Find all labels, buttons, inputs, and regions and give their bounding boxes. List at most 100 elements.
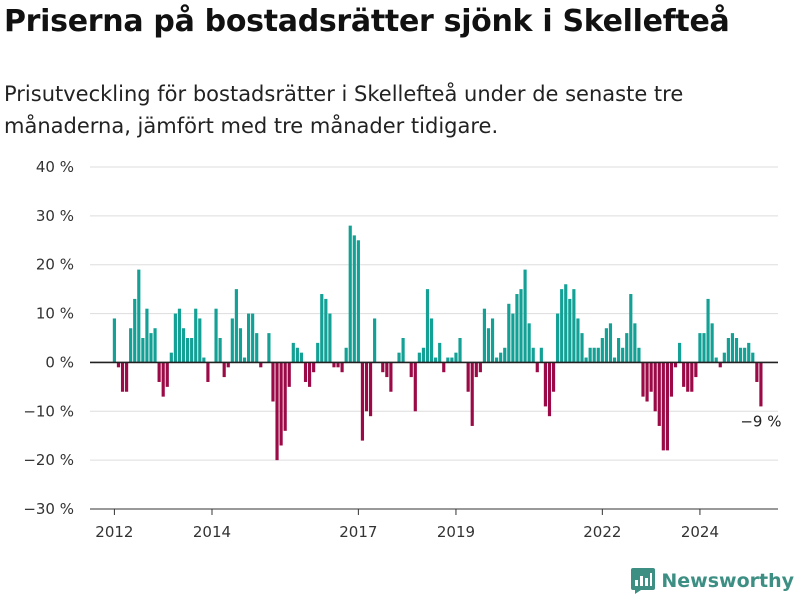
bar <box>356 240 360 363</box>
bar <box>726 338 730 363</box>
bar <box>328 313 332 363</box>
bar <box>519 289 523 363</box>
y-tick-label: 40 % <box>36 158 74 176</box>
bar <box>653 362 657 412</box>
bar <box>206 362 210 382</box>
bar <box>295 347 299 363</box>
bar <box>413 362 417 412</box>
x-tick-label: 2012 <box>95 523 133 541</box>
bar <box>397 352 401 363</box>
bar <box>141 338 145 363</box>
bar <box>608 323 613 363</box>
y-tick-label: 0 % <box>45 353 74 371</box>
bar <box>539 347 543 363</box>
x-tick-label: 2014 <box>193 523 231 541</box>
bar <box>547 362 552 417</box>
bar <box>442 362 446 373</box>
bar <box>368 362 373 417</box>
bar <box>177 308 182 363</box>
bar <box>661 362 665 451</box>
bar <box>596 347 600 363</box>
bar <box>165 362 169 387</box>
x-tick-label: 2019 <box>437 523 475 541</box>
chart-subtitle: Prisutveckling för bostadsrätter i Skell… <box>4 82 684 138</box>
x-axis: 2012 2014 2017 2019 2022 2024 <box>90 508 778 541</box>
bar <box>307 362 312 387</box>
bar <box>482 308 487 363</box>
bar <box>645 362 649 402</box>
bar <box>543 362 547 407</box>
bar <box>186 338 190 363</box>
bar <box>348 225 352 363</box>
bar <box>149 333 153 363</box>
bar <box>161 362 165 397</box>
bar <box>364 362 369 412</box>
bars <box>90 225 778 461</box>
bar <box>202 357 206 363</box>
bar <box>421 347 426 363</box>
bar <box>458 338 462 363</box>
bar <box>332 362 336 368</box>
y-tick-label: 20 % <box>36 256 74 274</box>
bar <box>438 342 442 363</box>
bar <box>568 298 572 363</box>
bar <box>137 269 141 363</box>
bar <box>303 362 308 382</box>
bar <box>360 362 365 441</box>
bar <box>657 362 661 426</box>
bar <box>434 357 438 363</box>
bar <box>690 362 694 392</box>
bar <box>129 328 133 363</box>
bar <box>230 318 234 363</box>
bar <box>340 362 344 373</box>
bar <box>145 308 149 363</box>
bar <box>336 362 340 368</box>
bar <box>625 333 629 363</box>
bar <box>222 362 226 378</box>
bar <box>617 338 621 363</box>
bar <box>287 362 291 387</box>
bar <box>234 289 238 363</box>
bar <box>694 362 698 378</box>
bar <box>588 347 592 363</box>
bar <box>157 362 161 382</box>
bar <box>251 313 255 363</box>
bar <box>523 269 527 363</box>
bar <box>755 362 759 382</box>
bar <box>478 362 482 373</box>
bar <box>486 328 491 363</box>
bar <box>324 298 328 363</box>
bar <box>495 357 499 363</box>
bar <box>238 328 243 363</box>
bar <box>743 347 747 363</box>
bar <box>600 338 604 363</box>
bar <box>120 362 125 392</box>
bar <box>515 294 519 363</box>
bar <box>698 333 702 363</box>
bar <box>751 352 755 363</box>
bar <box>417 352 421 363</box>
bar <box>271 362 275 402</box>
bar <box>527 323 531 363</box>
bar <box>564 284 568 363</box>
gridlines <box>90 166 778 461</box>
bar <box>702 333 706 363</box>
bar <box>669 362 674 397</box>
bar <box>637 347 641 363</box>
bar <box>739 347 743 363</box>
bar <box>710 323 714 363</box>
bar <box>275 362 279 461</box>
bar <box>466 362 470 392</box>
bar <box>320 294 324 363</box>
bar <box>576 318 580 363</box>
bar <box>604 328 608 363</box>
bar <box>259 362 263 368</box>
bar <box>649 362 653 392</box>
bar <box>218 338 222 363</box>
bar <box>551 362 556 392</box>
bar <box>722 352 726 363</box>
bar <box>747 342 751 363</box>
bar <box>267 333 271 363</box>
bar <box>352 235 356 363</box>
bar <box>153 328 157 363</box>
